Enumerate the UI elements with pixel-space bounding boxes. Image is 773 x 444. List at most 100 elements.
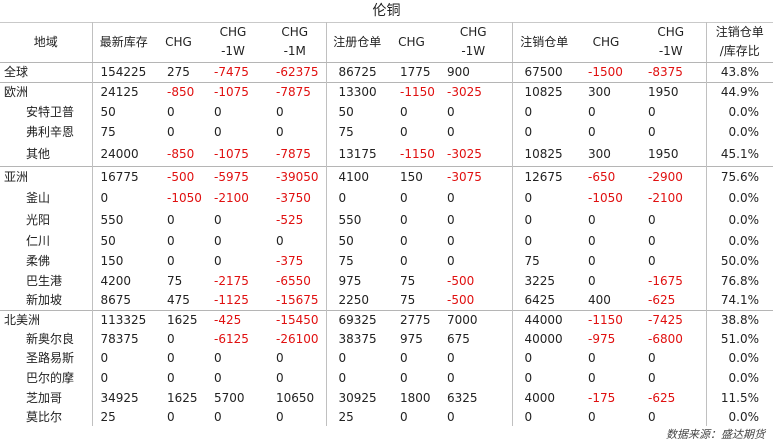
ratio-cell: 11.5% — [705, 388, 773, 408]
value-cell: 0 — [511, 122, 576, 142]
value-cell: 0 — [276, 410, 284, 424]
ratio-cell: 51.0% — [705, 329, 773, 349]
city-name: 弗利辛恩 — [26, 125, 75, 139]
value-cell: 0 — [447, 254, 455, 268]
value-cell: 154225 — [91, 62, 155, 83]
column-header-line: 注销仓单 — [520, 34, 569, 49]
value-cell: 50 — [91, 102, 155, 122]
header-row: 地域 最新库存 CHG CHG -1W CHG -1M 注册仓单 CHG CHG -1W 注销仓单 CH… — [0, 22, 773, 63]
value-cell: 75 — [325, 122, 388, 142]
value-cell: -3750 — [276, 191, 311, 205]
city-name: 圣路易斯 — [26, 351, 75, 365]
value-cell: 0 — [214, 410, 222, 424]
value-cell: 0 — [276, 371, 284, 385]
value-cell: 0 — [511, 209, 576, 231]
value-cell: 30925 — [325, 388, 388, 408]
column-header: 最新库存 — [91, 22, 155, 63]
value-cell: 475 — [167, 293, 190, 307]
region-row: 北美洲 113325 1625 -425 -15450 69325 2775 7000 4400… — [0, 310, 773, 329]
city-row: 芝加哥 34925 1625 5700 10650 30925 1800 6325 4000 -1… — [0, 388, 773, 408]
value-cell: -525 — [276, 213, 304, 227]
value-cell: 0 — [588, 254, 596, 268]
column-header-line: -1W — [658, 44, 683, 58]
value-cell: -975 — [588, 332, 616, 346]
value-cell: 1775 — [400, 65, 431, 79]
value-cell: 900 — [447, 65, 470, 79]
value-cell: 0 — [648, 105, 656, 119]
value-cell: 25 — [325, 408, 388, 426]
region-name: 欧洲 — [0, 82, 92, 102]
column-header-line: -1M — [283, 44, 306, 58]
region-name: 北美洲 — [0, 310, 92, 329]
city-name: 柔佛 — [26, 254, 51, 268]
value-cell: 75 — [167, 274, 183, 288]
column-header-line: 地域 — [33, 34, 58, 49]
column-header: CHG — [388, 22, 435, 63]
value-cell: 1625 — [167, 391, 198, 405]
value-cell: 0 — [167, 254, 175, 268]
value-cell: -2100 — [214, 191, 249, 205]
value-cell: -1125 — [214, 293, 249, 307]
value-cell: 4200 — [91, 271, 155, 291]
ratio-cell: 75.6% — [705, 166, 773, 187]
value-cell: 50 — [325, 231, 388, 251]
value-cell: 0 — [447, 234, 455, 248]
value-cell: -8375 — [648, 65, 683, 79]
city-row: 釜山 0 -1050 -2100 -3750 0 0 0 0 -1050 -2100 0.0% — [0, 187, 773, 209]
column-header-line: 注册仓单 — [333, 34, 382, 49]
value-cell: 6325 — [447, 391, 478, 405]
city-name: 芝加哥 — [26, 391, 63, 405]
column-header: CHG — [155, 22, 202, 63]
region-row: 亚洲 16775 -500 -5975 -39050 4100 150 -3075 12675-… — [0, 166, 773, 187]
column-header: CHG -1W — [435, 22, 512, 63]
city-name: 安特卫普 — [26, 105, 75, 119]
value-cell: 0 — [588, 125, 596, 139]
value-cell: 0 — [167, 105, 175, 119]
value-cell: 0 — [588, 410, 596, 424]
city-name: 新加坡 — [26, 293, 63, 307]
value-cell: 0 — [400, 254, 408, 268]
value-cell: -5975 — [202, 166, 264, 187]
column-header-line: /库存比 — [719, 44, 760, 58]
value-cell: 34925 — [91, 388, 155, 408]
value-cell: -6550 — [276, 274, 311, 288]
value-cell: 0 — [588, 234, 596, 248]
sheet-title: 伦铜 — [0, 0, 773, 23]
value-cell: -7875 — [276, 147, 311, 161]
value-cell: 4100 — [325, 166, 388, 187]
value-cell: 113325 — [91, 310, 155, 329]
value-cell: 50 — [91, 231, 155, 251]
value-cell: 0 — [400, 125, 408, 139]
value-cell: 0 — [648, 351, 656, 365]
value-cell: 0 — [511, 187, 576, 209]
value-cell: 4000 — [511, 388, 576, 408]
ratio-cell: 0.0% — [705, 408, 773, 426]
value-cell: 0 — [214, 105, 222, 119]
value-cell: 0 — [447, 125, 455, 139]
value-cell: 0 — [214, 351, 222, 365]
value-cell: 0 — [588, 351, 596, 365]
value-cell: 0 — [214, 234, 222, 248]
column-header-line: 注销仓单 — [715, 25, 764, 39]
value-cell: 0 — [167, 332, 175, 346]
column-header-line: CHG — [165, 34, 192, 49]
ratio-cell: 0.0% — [705, 368, 773, 388]
value-cell: 0 — [447, 105, 455, 119]
value-cell: 0 — [511, 368, 576, 388]
ratio-cell: 0.0% — [705, 209, 773, 231]
ratio-cell: 45.1% — [705, 142, 773, 167]
value-cell: 75 — [91, 122, 155, 142]
value-cell: 0 — [588, 213, 596, 227]
ratio-cell: 0.0% — [705, 122, 773, 142]
value-cell: -26100 — [276, 332, 319, 346]
ratio-cell: 0.0% — [705, 349, 773, 368]
city-row: 新加坡 8675 475 -1125 -15675 2250 75 -500 6425 400 -6… — [0, 291, 773, 311]
value-cell: 150 — [91, 251, 155, 271]
value-cell: 0 — [325, 187, 388, 209]
city-row: 圣路易斯 0 0 0 0 0 0 0 0 0 0 0.0% — [0, 349, 773, 368]
value-cell: 1625 — [155, 310, 202, 329]
value-cell: -62375 — [276, 65, 319, 79]
value-cell: 0 — [511, 102, 576, 122]
value-cell: -3025 — [435, 82, 512, 102]
value-cell: 75 — [325, 251, 388, 271]
